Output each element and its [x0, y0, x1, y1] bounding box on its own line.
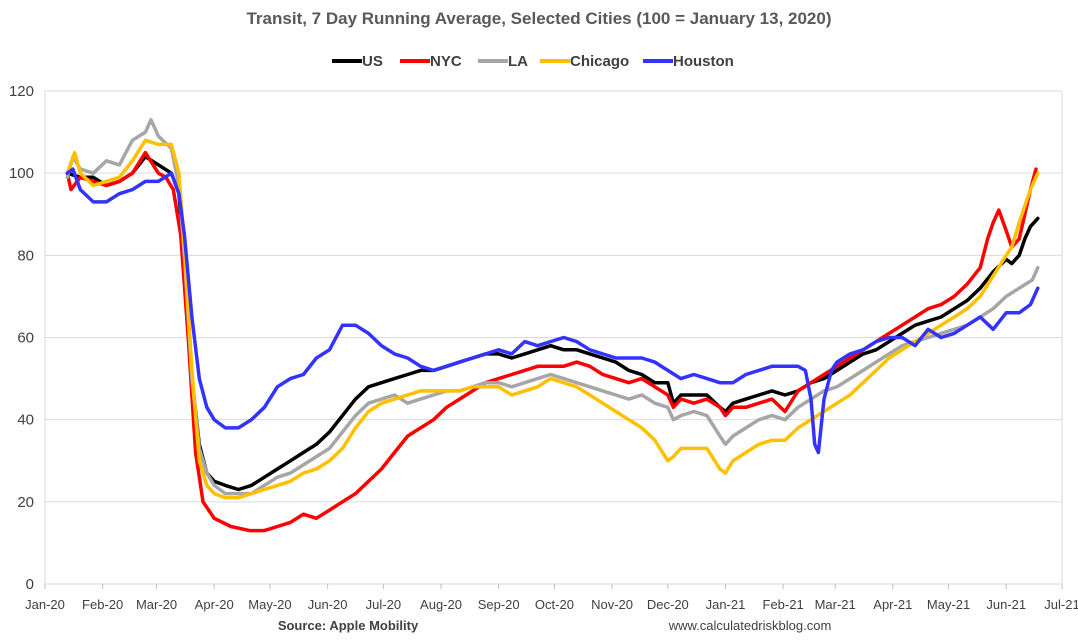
source-note: Source: Apple Mobility: [278, 618, 419, 633]
y-tick-label: 100: [9, 165, 34, 182]
series-line-nyc: [65, 150, 1038, 533]
y-axis-ticks: 0 20 40 60 80 100 120: [9, 83, 34, 593]
series-line-chicago: [65, 138, 1040, 500]
series-lines: [65, 118, 1040, 533]
gridlines: [44, 90, 1063, 585]
x-tick-label: Nov-20: [591, 597, 633, 612]
legend: US NYC LA Chicago Houston: [332, 53, 734, 70]
website-credit: www.calculatedriskblog.com: [668, 618, 832, 633]
x-axis-ticks: Jan-20 Feb-20 Mar-20 Apr-20 May-20 Jun-20 Jul-…: [25, 584, 1078, 612]
legend-label-chicago: Chicago: [570, 53, 629, 70]
y-tick-label: 60: [17, 330, 34, 347]
x-tick-label: Jan-21: [706, 597, 746, 612]
x-tick-label: Feb-21: [763, 597, 804, 612]
legend-label-la: LA: [508, 53, 528, 70]
series-line-la: [65, 118, 1040, 496]
x-tick-label: Dec-20: [647, 597, 689, 612]
y-tick-label: 80: [17, 247, 34, 264]
legend-label-us: US: [362, 53, 383, 70]
x-tick-label: May-20: [248, 597, 291, 612]
x-tick-label: Jul-20: [366, 597, 401, 612]
x-tick-label: May-21: [927, 597, 970, 612]
y-tick-label: 120: [9, 83, 34, 100]
x-tick-label: Feb-20: [82, 597, 123, 612]
legend-label-nyc: NYC: [430, 53, 462, 70]
x-tick-label: Sep-20: [478, 597, 520, 612]
x-tick-label: Apr-21: [873, 597, 912, 612]
x-tick-label: Aug-20: [420, 597, 462, 612]
x-tick-label: Oct-20: [535, 597, 574, 612]
y-tick-label: 0: [26, 576, 34, 593]
x-tick-label: Jan-20: [25, 597, 65, 612]
series-line-houston: [65, 167, 1040, 455]
series-line-us: [65, 154, 1040, 492]
y-tick-label: 40: [17, 412, 34, 429]
x-tick-label: Jun-21: [986, 597, 1026, 612]
x-tick-label: Mar-21: [815, 597, 856, 612]
x-tick-label: Mar-20: [136, 597, 177, 612]
y-tick-label: 20: [17, 494, 34, 511]
x-tick-label: Apr-20: [195, 597, 234, 612]
chart-title: Transit, 7 Day Running Average, Selected…: [246, 9, 831, 28]
legend-label-houston: Houston: [673, 53, 734, 70]
x-tick-label: Jul-21: [1044, 597, 1078, 612]
x-tick-label: Jun-20: [308, 597, 348, 612]
